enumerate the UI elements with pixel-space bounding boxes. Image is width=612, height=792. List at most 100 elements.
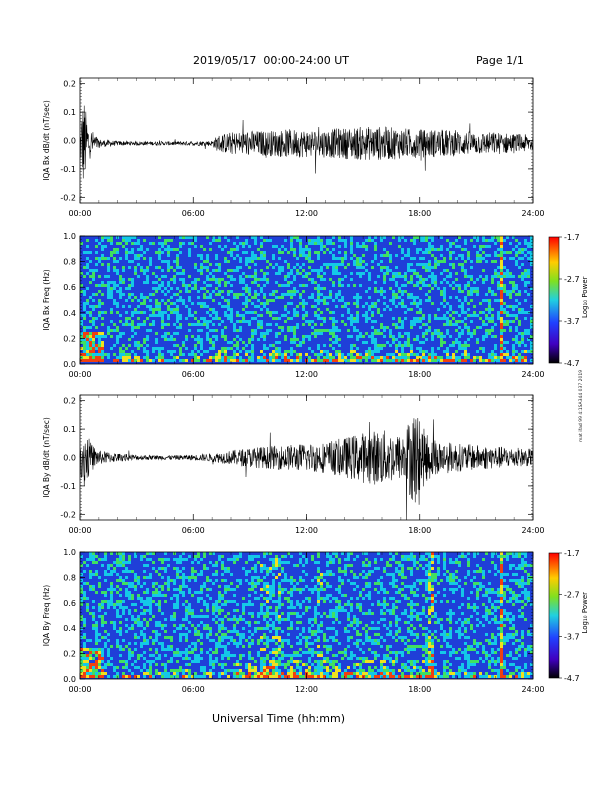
spectrogram-cell	[137, 347, 140, 350]
spectrogram-cell	[461, 257, 464, 260]
spectrogram-cell	[410, 239, 413, 242]
spectrogram-cell	[254, 582, 257, 585]
spectrogram-cell	[263, 302, 266, 305]
spectrogram-cell	[446, 356, 449, 359]
spectrogram-cell	[161, 675, 164, 678]
spectrogram-cell	[350, 350, 353, 353]
spectrogram-cell	[146, 266, 149, 269]
spectrogram-cell	[308, 320, 311, 323]
spectrogram-cell	[506, 305, 509, 308]
spectrogram-cell	[416, 359, 419, 362]
spectrogram-cell	[254, 597, 257, 600]
spectrogram-cell	[371, 305, 374, 308]
spectrogram-cell	[272, 290, 275, 293]
spectrogram-cell	[446, 332, 449, 335]
spectrogram-cell	[347, 284, 350, 287]
spectrogram-cell	[485, 332, 488, 335]
spectrogram-cell	[143, 612, 146, 615]
spectrogram-cell	[347, 603, 350, 606]
spectrogram-cell	[275, 663, 278, 666]
spectrogram-cell	[335, 335, 338, 338]
spectrogram-cell	[356, 296, 359, 299]
spectrogram-cell	[125, 257, 128, 260]
spectrogram-cell	[203, 350, 206, 353]
spectrogram-cell	[365, 660, 368, 663]
spectrogram-cell	[338, 272, 341, 275]
spectrogram-cell	[149, 606, 152, 609]
spectrogram-cell	[92, 341, 95, 344]
y-tick-label: -0.2	[60, 510, 76, 519]
spectrogram-cell	[80, 591, 83, 594]
spectrogram-cell	[269, 630, 272, 633]
spectrogram-cell	[83, 636, 86, 639]
spectrogram-cell	[293, 606, 296, 609]
spectrogram-cell	[515, 263, 518, 266]
spectrogram-cell	[152, 323, 155, 326]
spectrogram-cell	[317, 612, 320, 615]
spectrogram-cell	[170, 311, 173, 314]
spectrogram-cell	[278, 558, 281, 561]
spectrogram-cell	[449, 245, 452, 248]
spectrogram-cell	[530, 350, 533, 353]
spectrogram-cell	[236, 245, 239, 248]
spectrogram-cell	[284, 579, 287, 582]
spectrogram-cell	[221, 332, 224, 335]
spectrogram-cell	[317, 257, 320, 260]
spectrogram-cell	[320, 621, 323, 624]
spectrogram-cell	[317, 236, 320, 239]
spectrogram-cell	[221, 636, 224, 639]
spectrogram-cell	[122, 555, 125, 558]
spectrogram-cell	[206, 290, 209, 293]
page-indicator: Page 1/1	[476, 54, 524, 67]
spectrogram-cell	[416, 248, 419, 251]
spectrogram-cell	[374, 666, 377, 669]
spectrogram-cell	[98, 672, 101, 675]
spectrogram-cell	[209, 284, 212, 287]
spectrogram-cell	[146, 329, 149, 332]
spectrogram-cell	[512, 290, 515, 293]
spectrogram-cell	[89, 672, 92, 675]
spectrogram-cell	[287, 329, 290, 332]
spectrogram-cell	[146, 248, 149, 251]
spectrogram-cell	[368, 591, 371, 594]
spectrogram-cell	[224, 591, 227, 594]
spectrogram-cell	[386, 609, 389, 612]
spectrogram-cell	[242, 293, 245, 296]
spectrogram-cell	[347, 263, 350, 266]
spectrogram-cell	[335, 552, 338, 555]
spectrogram-cell	[86, 302, 89, 305]
spectrogram-cell	[149, 618, 152, 621]
spectrogram-cell	[155, 266, 158, 269]
spectrogram-cell	[311, 579, 314, 582]
spectrogram-cell	[188, 251, 191, 254]
spectrogram-cell	[83, 657, 86, 660]
spectrogram-cell	[203, 675, 206, 678]
spectrogram-cell	[152, 630, 155, 633]
spectrogram-cell	[356, 299, 359, 302]
spectrogram-cell	[245, 666, 248, 669]
spectrogram-cell	[89, 326, 92, 329]
spectrogram-cell	[416, 335, 419, 338]
spectrogram-cell	[389, 675, 392, 678]
spectrogram-cell	[119, 561, 122, 564]
spectrogram-cell	[530, 323, 533, 326]
spectrogram-cell	[383, 675, 386, 678]
spectrogram-cell	[269, 293, 272, 296]
spectrogram-cell	[332, 609, 335, 612]
spectrogram-cell	[293, 675, 296, 678]
spectrogram-cell	[98, 260, 101, 263]
spectrogram-cell	[386, 654, 389, 657]
spectrogram-cell	[365, 582, 368, 585]
spectrogram-cell	[311, 642, 314, 645]
spectrogram-cell	[431, 248, 434, 251]
spectrogram-cell	[221, 347, 224, 350]
spectrogram-cell	[113, 359, 116, 362]
spectrogram-cell	[143, 239, 146, 242]
spectrogram-cell	[104, 672, 107, 675]
spectrogram-cell	[89, 296, 92, 299]
spectrogram-cell	[113, 603, 116, 606]
spectrogram-cell	[392, 272, 395, 275]
spectrogram-cell	[425, 356, 428, 359]
spectrogram-cell	[209, 278, 212, 281]
spectrogram-cell	[383, 624, 386, 627]
